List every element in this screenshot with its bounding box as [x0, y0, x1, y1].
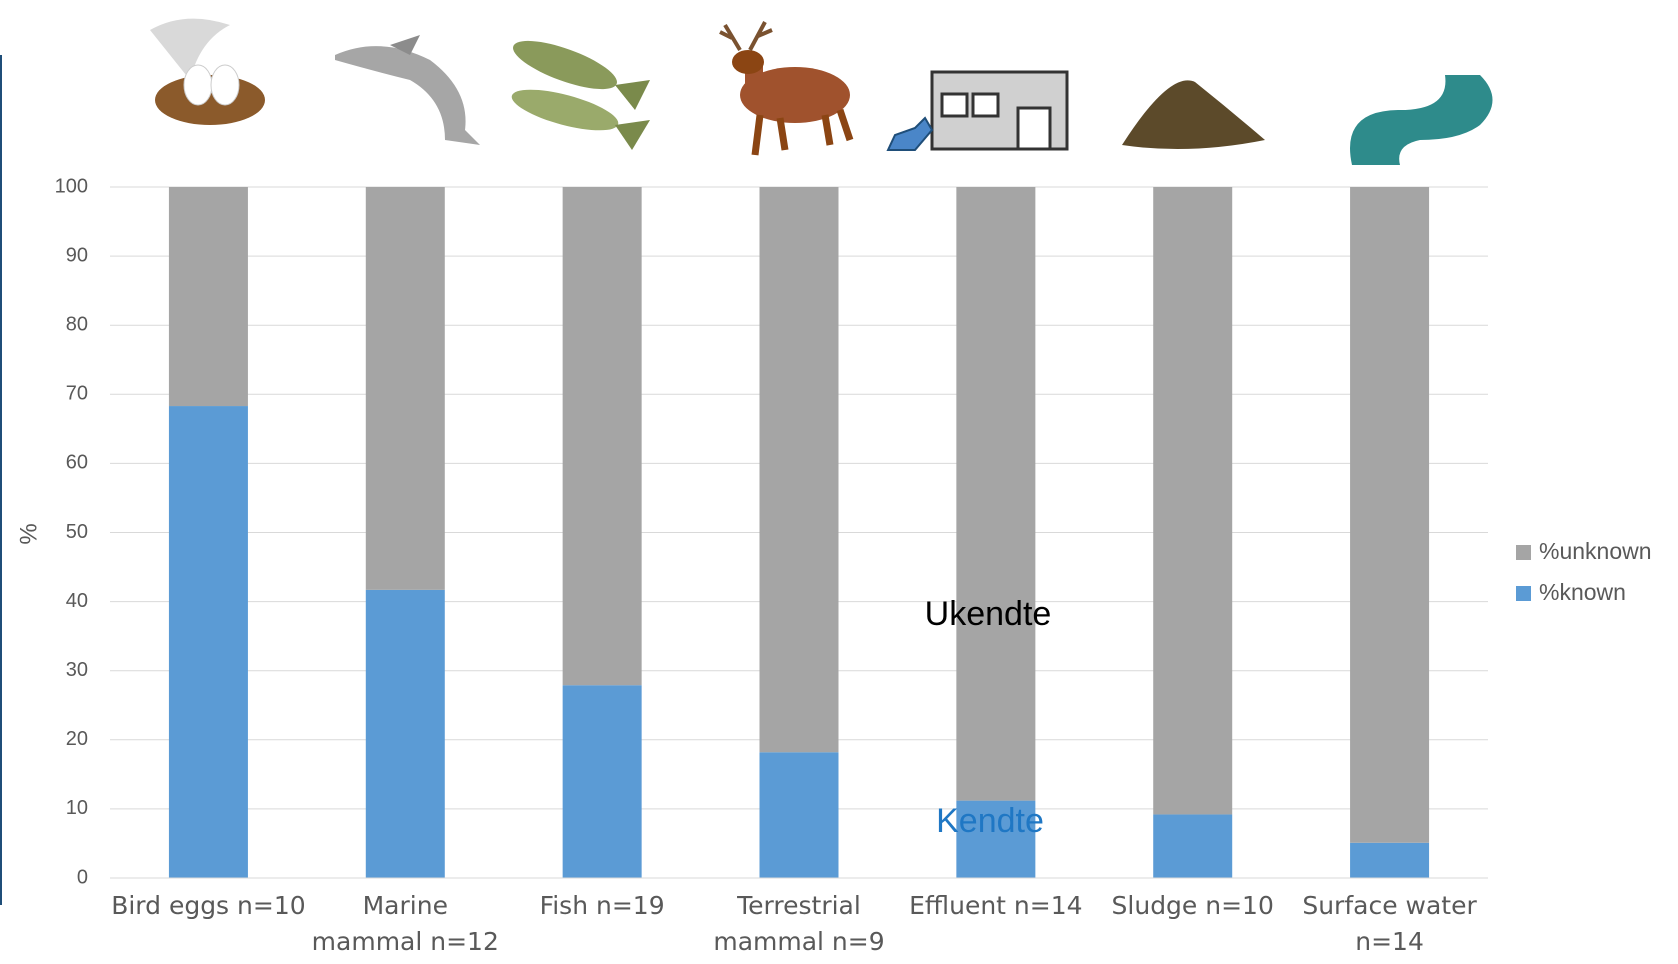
icon-bird-eggs: [150, 18, 265, 125]
edge-line: [0, 55, 2, 905]
y-tick-label: 40: [66, 590, 88, 612]
y-tick-label: 90: [66, 244, 88, 266]
x-tick-label: Effluent n=14: [909, 891, 1083, 920]
y-tick-label: 30: [66, 659, 88, 681]
bar-segment: [1350, 842, 1430, 878]
legend-swatch: [1516, 586, 1531, 601]
legend-label: %known: [1539, 579, 1626, 605]
y-tick-label: 10: [66, 797, 88, 819]
y-tick-label: 20: [66, 728, 88, 750]
x-tick-label: Sludge n=10: [1111, 891, 1274, 920]
bar-segment: [168, 406, 248, 878]
annotation: Kendte: [936, 802, 1044, 840]
bar-segment: [1153, 814, 1233, 878]
bar-segment: [759, 752, 839, 878]
y-tick-label: 0: [77, 866, 88, 888]
legend-swatch: [1516, 545, 1531, 560]
x-tick-label: Terrestrial mammal n=9: [713, 891, 885, 956]
annotation: Ukendte: [925, 595, 1052, 633]
x-tick-label: Marine mammal n=12: [311, 891, 499, 956]
bar-segment: [956, 800, 1036, 878]
y-tick-label: 100: [55, 175, 88, 197]
icons: [150, 18, 1493, 165]
icon-river: [1350, 75, 1493, 165]
bar-segment: [168, 187, 248, 407]
y-axis-label: %: [15, 523, 42, 544]
bar-segment: [562, 187, 642, 686]
icon-dolphin: [335, 35, 480, 145]
legend-label: %unknown: [1539, 538, 1652, 564]
icon-building: [886, 70, 1069, 151]
bar-segment: [365, 187, 445, 590]
y-tick-label: 80: [66, 313, 88, 335]
bar-segment: [1350, 187, 1430, 843]
bar-segment: [956, 187, 1036, 801]
x-tick-label: Fish n=19: [539, 891, 665, 920]
icon-deer: [719, 21, 854, 156]
icon-fish: [511, 40, 650, 150]
y-tick-label: 70: [66, 383, 88, 405]
x-tick-label: Surface water n=14: [1302, 891, 1477, 956]
y-tick-label: 60: [66, 452, 88, 474]
y-tick-label: 50: [66, 521, 88, 543]
bar-segment: [365, 589, 445, 878]
bar-segment: [562, 685, 642, 878]
bar-segment: [1153, 187, 1233, 815]
icon-sludge: [1122, 80, 1265, 149]
bar-segment: [759, 187, 839, 753]
x-tick-label: Bird eggs n=10: [111, 891, 306, 920]
